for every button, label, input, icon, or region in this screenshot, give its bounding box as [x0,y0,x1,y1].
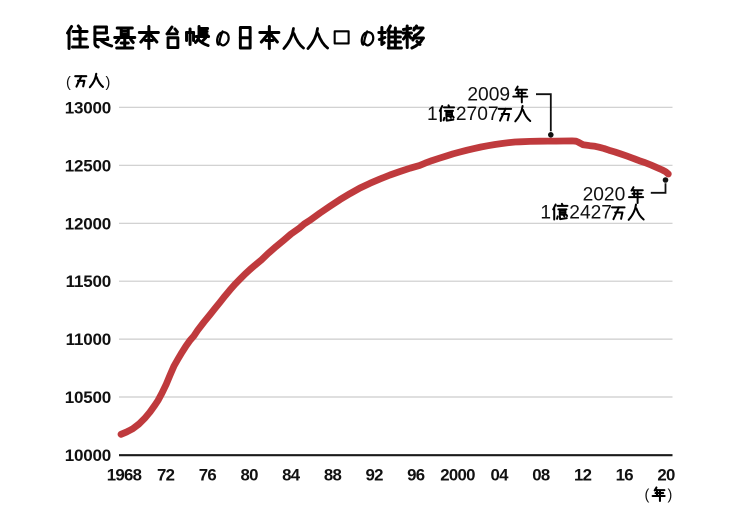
svg-text:10000: 10000 [65,446,111,465]
svg-text:08: 08 [532,466,550,485]
svg-text:12500: 12500 [65,156,111,175]
svg-text:12: 12 [574,466,592,485]
svg-text:): ) [668,488,673,504]
svg-text:(: ( [645,488,650,504]
svg-text:10500: 10500 [65,388,111,407]
svg-text:(: ( [66,75,71,91]
svg-text:88: 88 [324,466,342,485]
svg-text:16: 16 [616,466,634,485]
svg-text:04: 04 [491,466,510,485]
svg-text:72: 72 [157,466,175,485]
svg-text:1968: 1968 [107,466,142,485]
svg-text:1: 1 [540,202,551,223]
svg-text:2009: 2009 [467,85,510,106]
svg-text:20: 20 [657,466,675,485]
svg-text:2020: 2020 [583,185,626,206]
svg-text:1: 1 [427,104,438,125]
svg-text:2707: 2707 [456,104,499,125]
svg-text:11500: 11500 [66,272,111,291]
svg-text:2427: 2427 [569,202,612,223]
svg-text:11000: 11000 [66,330,111,349]
svg-text:13000: 13000 [65,98,111,117]
svg-text:76: 76 [199,466,217,485]
svg-text:84: 84 [282,466,301,485]
svg-text:92: 92 [366,466,384,485]
svg-text:96: 96 [407,466,425,485]
svg-text:80: 80 [240,466,258,485]
svg-text:2000: 2000 [440,466,475,485]
svg-text:): ) [106,75,111,91]
svg-text:12000: 12000 [65,214,111,233]
